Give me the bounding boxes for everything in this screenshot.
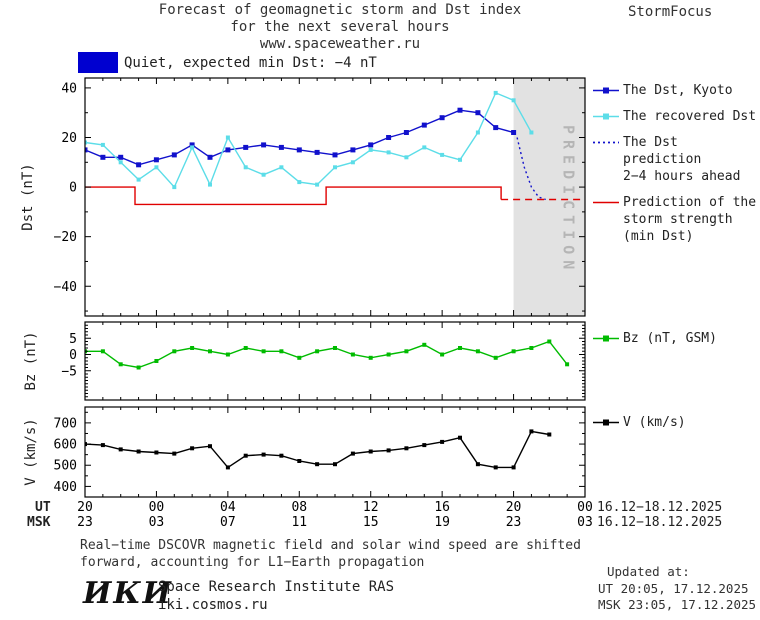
series-the-recovered-dst <box>85 91 533 189</box>
panel-dst-frame <box>84 77 586 317</box>
storm-strength-swatch-icon <box>593 201 619 204</box>
series-v-km-s <box>85 430 550 469</box>
y-tick-label: 500 <box>54 459 77 474</box>
legend-label: The recovered Dst <box>623 109 757 124</box>
x-tick-label-msk: 15 <box>363 515 379 530</box>
dst-kyoto-swatch-icon <box>593 87 619 94</box>
x-tick-label-msk: 23 <box>77 515 93 530</box>
v-swatch-icon <box>593 419 619 426</box>
x-tick-label-ut: 04 <box>220 500 236 515</box>
series-bz-nt-gsm <box>85 340 568 369</box>
v-axis-label: V (km/s) <box>23 418 39 486</box>
updated-at-label: Updated at: <box>607 564 690 579</box>
series-prediction-of-the-storm-strength-min-dst <box>85 186 502 206</box>
legend-label: Bz (nT, GSM) <box>623 331 717 346</box>
y-tick-label: 20 <box>61 131 77 146</box>
dst-axis-label: Dst (nT) <box>20 163 36 231</box>
ut-date-range: 16.12−18.12.2025 <box>597 500 723 515</box>
footnote-line2: forward, accounting for L1−Earth propaga… <box>80 555 425 570</box>
x-tick-label-ut: 12 <box>363 500 379 515</box>
institute-name: Space Research Institute RAS <box>158 579 395 595</box>
footnote-line1: Real−time DSCOVR magnetic field and sola… <box>80 538 581 553</box>
institute-site: iki.cosmos.ru <box>158 597 268 613</box>
recovered-dst-swatch-icon <box>593 113 619 120</box>
y-tick-label: 5 <box>69 332 77 347</box>
x-tick-label-msk: 19 <box>434 515 450 530</box>
title-line2: for the next several hours <box>230 19 450 35</box>
storm-level-text: Quiet, expected min Dst: −4 nT <box>124 55 377 71</box>
msk-axis-prefix: MSK <box>27 515 51 530</box>
dst-prediction-swatch-icon <box>593 141 619 144</box>
storm-level-swatch <box>78 52 118 73</box>
updated-ut: UT 20:05, 17.12.2025 <box>598 581 749 596</box>
y-tick-label: −20 <box>54 230 77 245</box>
y-tick-label: 40 <box>61 81 77 96</box>
bz-axis-label: Bz (nT) <box>23 331 39 391</box>
panel-v <box>85 429 552 470</box>
iki-logo: ИКИ <box>83 576 173 611</box>
legend-label: Prediction of the storm strength (min Ds… <box>623 195 757 244</box>
prediction-band <box>513 78 585 316</box>
legend-label: The Dst, Kyoto <box>623 83 733 98</box>
title-line1: Forecast of geomagnetic storm and Dst in… <box>158 2 522 18</box>
x-tick-label-msk: 11 <box>291 515 307 530</box>
x-tick-label-ut: 20 <box>506 500 522 515</box>
panel-bz <box>85 339 570 370</box>
x-tick-label-msk: 03 <box>149 515 165 530</box>
x-tick-label-ut: 08 <box>291 500 307 515</box>
x-tick-label-ut: 16 <box>434 500 450 515</box>
panel-v-frame <box>84 406 586 498</box>
legend-item-dst-prediction: The Dst prediction 2−4 hours ahead <box>593 134 759 185</box>
legend-item-v: V (km/s) <box>593 414 759 431</box>
updated-msk: MSK 23:05, 17.12.2025 <box>598 597 757 612</box>
bz-swatch-icon <box>593 335 619 342</box>
y-tick-label: 0 <box>69 348 77 363</box>
y-tick-label: 400 <box>54 480 77 495</box>
y-tick-label: 600 <box>54 438 77 453</box>
bz-legend: Bz (nT, GSM) <box>593 330 759 356</box>
panel-bz-frame <box>84 321 586 401</box>
y-tick-label: −40 <box>54 280 77 295</box>
brand-stormfocus: StormFocus <box>628 4 713 20</box>
legend-item-recovered-dst: The recovered Dst <box>593 108 759 125</box>
legend-item-bz: Bz (nT, GSM) <box>593 330 759 347</box>
x-tick-label-msk: 23 <box>506 515 522 530</box>
legend-item-dst-kyoto: The Dst, Kyoto <box>593 82 759 99</box>
ut-axis-prefix: UT <box>35 500 51 515</box>
x-tick-label-ut: 00 <box>577 500 593 515</box>
prediction-band-label: PREDICTION <box>559 125 577 275</box>
title-url: www.spaceweather.ru <box>259 36 421 52</box>
y-tick-label: 700 <box>54 416 77 431</box>
y-tick-label: −5 <box>61 364 77 379</box>
page-title: Forecast of geomagnetic storm and Dst in… <box>0 2 680 53</box>
series-the-dst-prediction-2-4-hours-ahead <box>516 137 546 201</box>
x-tick-label-msk: 03 <box>577 515 593 530</box>
legend-label: The Dst prediction 2−4 hours ahead <box>623 135 741 184</box>
y-tick-label: 0 <box>69 181 77 196</box>
msk-date-range: 16.12−18.12.2025 <box>597 515 723 530</box>
legend-label: V (km/s) <box>623 415 686 430</box>
panel-dst <box>85 78 585 316</box>
x-tick-label-msk: 07 <box>220 515 236 530</box>
legend-item-storm-strength: Prediction of the storm strength (min Ds… <box>593 194 759 245</box>
x-tick-label-ut: 20 <box>77 500 93 515</box>
v-legend: V (km/s) <box>593 414 759 440</box>
dst-legend: The Dst, Kyoto The recovered Dst The Dst… <box>593 82 759 254</box>
x-tick-label-ut: 00 <box>149 500 165 515</box>
